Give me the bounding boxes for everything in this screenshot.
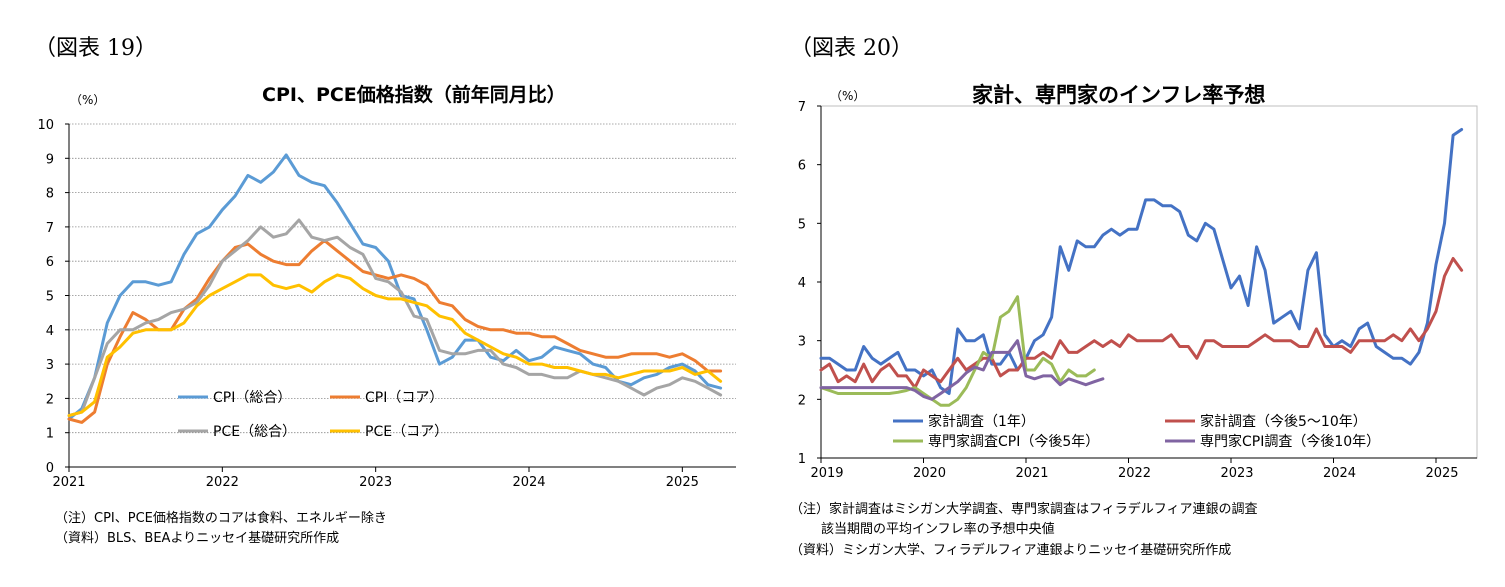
chart1-x-tick-label: 2024	[512, 475, 545, 490]
figure19-source: （資料）BLS、BEAよりニッセイ基礎研究所作成	[55, 531, 340, 546]
chart1-legend-label-4: PCE（コア）	[365, 424, 448, 440]
chart2-y-tick-label: 6	[798, 159, 806, 174]
chart2-legend-label-2: 家計調査（今後5〜10年）	[1200, 413, 1367, 430]
chart1-y-tick-label: 6	[46, 255, 54, 270]
chart1-y-tick-label: 4	[46, 324, 54, 339]
chart1-legend-label-1: CPI（総合）	[213, 390, 291, 406]
figure20-label: （図表 20）	[790, 36, 913, 61]
figure20-source: （資料）ミシガン大学、フィラデルフィア連銀よりニッセイ基礎研究所作成	[790, 543, 1232, 558]
chart2-x-tick-label: 2020	[913, 466, 946, 481]
chart1-x-tick-label: 2023	[359, 475, 392, 490]
chart2-x-tick-label: 2022	[1118, 466, 1151, 481]
chart1-series-line-4	[67, 273, 723, 418]
chart2-plot-frame	[820, 105, 1478, 459]
chart2-series-line-4	[819, 339, 1105, 401]
chart1-y-tick-label: 9	[46, 152, 54, 167]
chart1-x-tick-label: 2025	[666, 475, 699, 490]
chart1-y-tick-label: 3	[46, 358, 54, 373]
chart2-x-tick-label: 2021	[1015, 466, 1048, 481]
chart2-y-tick-label: 2	[798, 393, 806, 408]
chart2-x-tick-label: 2025	[1425, 466, 1458, 481]
chart2-x-tick-label: 2023	[1220, 466, 1253, 481]
chart2-y-tick-label: 5	[798, 217, 806, 232]
chart2-series-line-3	[819, 295, 1096, 407]
chart1-y-tick-label: 0	[46, 461, 54, 476]
figure20-note-cont: 該当期間の平均インフレ率の予想中央値	[821, 522, 1055, 537]
chart1-y-tick-label: 2	[46, 392, 54, 407]
chart2-legend-label-4: 専門家CPI調査（今後10年）	[1200, 433, 1380, 450]
chart2-x-tick-label: 2019	[810, 466, 843, 481]
chart1-unit-label: （%）	[70, 93, 105, 107]
chart2-y-tick-label: 4	[798, 276, 806, 291]
chart2-series-line-2	[819, 257, 1464, 390]
chart1-series-line-2	[67, 239, 723, 424]
chart1-y-tick-label: 8	[46, 187, 54, 202]
chart2-unit-label: （%）	[830, 89, 865, 103]
chart1-legend-label-2: CPI（コア）	[365, 390, 443, 406]
chart2-title: 家計、専門家のインフレ率予想	[972, 83, 1266, 107]
chart1-series-line-3	[67, 218, 723, 418]
chart2-legend-label-3: 専門家調査CPI（今後5年）	[928, 433, 1099, 450]
chart2-y-tick-label: 7	[798, 100, 806, 115]
chart2-y-tick-label: 3	[798, 335, 806, 350]
chart1-y-tick-label: 7	[46, 221, 54, 236]
chart1-plot: 0 1 2 3 4 5 6 7 8 9 10 （%） 2021 2022 2023 2024 2025 CPI（総…	[37, 93, 736, 490]
chart1-x-tick-label: 2022	[206, 475, 239, 490]
figure20-note: （注）家計調査はミシガン大学調査、専門家調査はフィラデルフィア連銀の調査	[790, 502, 1258, 517]
chart2-y-tick-label: 1	[798, 452, 806, 467]
chart1-y-tick-label: 1	[46, 427, 54, 442]
chart2-series-line-1	[819, 128, 1464, 395]
chart2-x-tick-label: 2024	[1323, 466, 1356, 481]
chart2-legend-label-1: 家計調査（1年）	[928, 413, 1035, 430]
figure19-note: （注）CPI、PCE価格指数のコアは食料、エネルギー除き	[55, 511, 387, 526]
chart1-y-tick-label: 10	[37, 118, 54, 133]
figure19-label: （図表 19）	[34, 36, 157, 61]
chart1-y-tick-label: 5	[46, 290, 54, 305]
chart1-legend-label-3: PCE（総合）	[213, 424, 296, 440]
chart1-x-tick-label: 2021	[52, 475, 85, 490]
chart1-title: CPI、PCE価格指数（前年同月比）	[262, 84, 566, 106]
chart1-series-line-1	[67, 153, 723, 421]
